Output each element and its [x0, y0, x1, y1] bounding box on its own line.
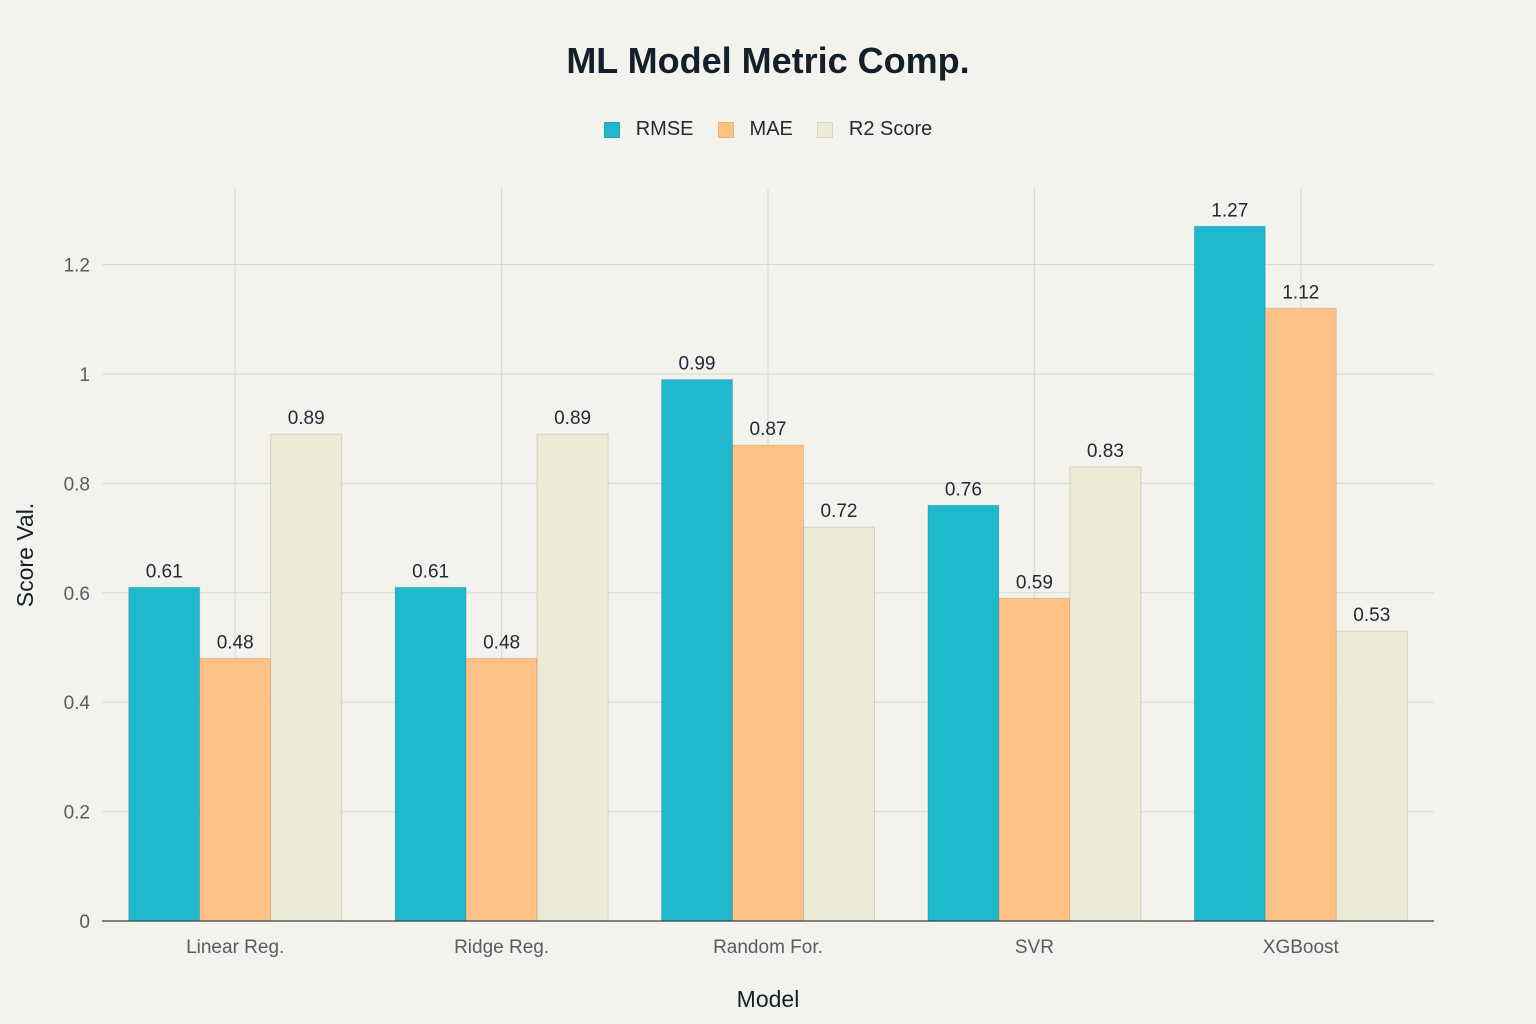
legend-swatch-r2-score — [816, 121, 833, 138]
bar-r2-score-xgboost[interactable] — [1335, 630, 1408, 922]
value-label-r2-score-ridge-reg: 0.89 — [554, 408, 591, 429]
y-tick-label: 0.6 — [64, 584, 90, 605]
value-label-rmse-xgboost: 1.27 — [1211, 200, 1248, 221]
legend-label-rmse: RMSE — [635, 118, 694, 140]
bar-rmse-xgboost[interactable] — [1193, 225, 1266, 922]
legend-label-r2-score: R2 Score — [848, 118, 933, 140]
legend-swatch-rmse — [603, 121, 620, 138]
legend-swatch-mae — [717, 121, 734, 138]
x-tick-label-xgboost: XGBoost — [1263, 937, 1340, 958]
bar-rmse-random-for[interactable] — [661, 378, 733, 922]
value-label-r2-score-xgboost: 0.53 — [1353, 605, 1390, 626]
y-tick-label: 0.8 — [64, 474, 90, 495]
bar-mae-linear-reg[interactable] — [199, 657, 272, 922]
bar-rmse-linear-reg[interactable] — [128, 586, 201, 922]
y-tick-label: 1 — [79, 365, 90, 386]
value-label-rmse-svr: 0.76 — [945, 479, 982, 500]
bar-r2-score-ridge-reg[interactable] — [536, 433, 609, 922]
value-label-mae-linear-reg: 0.48 — [217, 632, 254, 653]
value-label-rmse-ridge-reg: 0.61 — [412, 561, 449, 582]
bar-rmse-svr[interactable] — [927, 504, 1000, 922]
legend-item-r2-score[interactable]: R2 Score — [816, 118, 933, 141]
value-label-rmse-random-for: 0.99 — [679, 353, 716, 374]
value-label-mae-svr: 0.59 — [1016, 572, 1053, 593]
x-tick-label-ridge-reg: Ridge Reg. — [454, 937, 549, 958]
bar-rmse-ridge-reg[interactable] — [394, 586, 467, 922]
value-label-mae-random-for: 0.87 — [750, 419, 787, 440]
y-tick-label: 0 — [79, 912, 90, 933]
bar-layer — [128, 225, 1408, 922]
legend-item-rmse[interactable]: RMSE — [603, 118, 694, 141]
x-tick-label-linear-reg: Linear Reg. — [186, 937, 284, 958]
axis-layer: 0 0.2 0.4 0.6 0.8 1 1.2 Linear Reg. Ridge Reg. Ra… — [64, 256, 1434, 958]
value-label-mae-ridge-reg: 0.48 — [483, 632, 520, 653]
chart-title: ML Model Metric Comp. — [566, 40, 970, 81]
bar-mae-xgboost[interactable] — [1264, 307, 1337, 922]
y-tick-label: 1.2 — [64, 256, 90, 277]
legend: RMSE MAE R2 Score — [0, 118, 1536, 141]
bar-r2-score-linear-reg[interactable] — [270, 433, 343, 922]
y-axis-title: Score Val. — [12, 503, 38, 607]
value-label-rmse-linear-reg: 0.61 — [146, 561, 183, 582]
bar-r2-score-random-for[interactable] — [803, 526, 875, 922]
legend-item-mae[interactable]: MAE — [717, 118, 793, 141]
legend-label-mae: MAE — [749, 118, 793, 140]
x-tick-label-random-for: Random For. — [713, 937, 823, 958]
y-tick-label: 0.2 — [64, 803, 90, 824]
x-axis-title: Model — [737, 986, 800, 1012]
label-layer: 0.61 0.48 0.89 0.61 0.48 0.89 0.99 0.87 0.72 0.76… — [146, 200, 1391, 653]
value-label-r2-score-svr: 0.83 — [1087, 441, 1124, 462]
value-label-mae-xgboost: 1.12 — [1282, 282, 1319, 303]
y-tick-label: 0.4 — [64, 693, 91, 714]
bar-mae-svr[interactable] — [998, 597, 1071, 922]
bar-mae-random-for[interactable] — [732, 444, 804, 922]
value-label-r2-score-linear-reg: 0.89 — [288, 408, 325, 429]
bar-mae-ridge-reg[interactable] — [465, 657, 538, 922]
value-label-r2-score-random-for: 0.72 — [821, 501, 858, 522]
x-tick-label-svr: SVR — [1015, 937, 1054, 958]
bar-r2-score-svr[interactable] — [1069, 466, 1142, 922]
